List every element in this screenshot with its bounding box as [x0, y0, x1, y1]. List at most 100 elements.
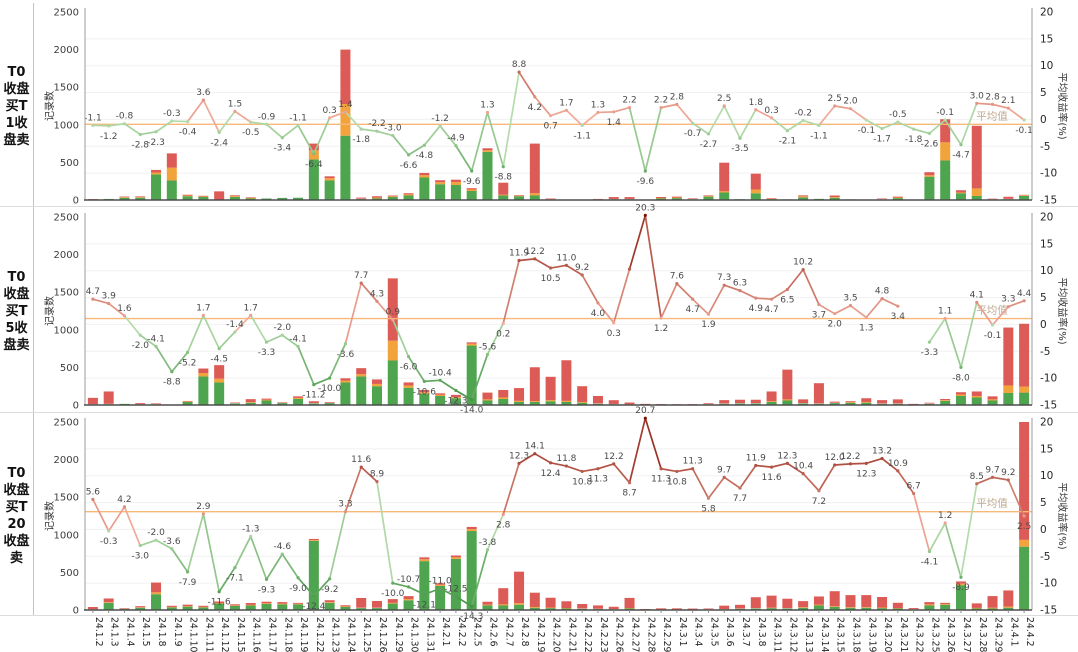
return-line-segment — [802, 472, 820, 492]
bar-segment-orange — [340, 606, 351, 607]
return-line-segment — [123, 314, 142, 337]
point-label: 2.9 — [196, 502, 211, 512]
point-label: -14.3 — [460, 612, 483, 622]
bar-segment-red — [687, 608, 698, 610]
bar-segment-green — [324, 403, 335, 405]
return-line-point — [864, 315, 868, 320]
return-line-point — [549, 266, 553, 270]
return-line-segment — [612, 106, 631, 113]
bar-segment-green — [813, 605, 824, 610]
bar-segment-red — [608, 197, 619, 199]
return-line-point — [249, 120, 253, 124]
bar-segment-red — [656, 608, 667, 610]
return-line-segment — [202, 314, 221, 350]
point-label: -0.9 — [258, 112, 276, 122]
return-line-point — [1006, 478, 1010, 482]
return-line-segment — [155, 539, 173, 550]
bar-segment-green — [198, 607, 209, 610]
point-label: 12.2 — [604, 452, 624, 462]
return-line-point — [817, 302, 821, 307]
bar-segment-red — [87, 397, 98, 405]
return-line-segment — [249, 121, 268, 126]
bar-segment-green — [845, 607, 856, 610]
point-label: -2.7 — [700, 140, 718, 150]
point-label: 10.4 — [793, 462, 813, 472]
return-line-segment — [423, 125, 441, 147]
bar-segment-orange — [529, 606, 540, 608]
return-line-segment — [833, 304, 852, 315]
return-line-segment — [849, 107, 868, 121]
return-line-segment — [676, 282, 694, 301]
return-line-point — [438, 124, 442, 128]
bar-segment-red — [971, 125, 982, 189]
bar-segment-green — [324, 180, 335, 200]
point-label: 0.3 — [764, 106, 778, 116]
return-line-point — [596, 301, 600, 305]
return-line-point — [691, 121, 695, 125]
point-label: -0.8 — [116, 112, 134, 122]
return-line-point — [264, 577, 269, 581]
point-label: 4.7 — [685, 305, 699, 315]
left-axis-tick-label: 1500 — [54, 83, 79, 94]
point-label: 7.6 — [670, 272, 685, 282]
bar-segment-orange — [182, 606, 193, 607]
return-line-segment — [754, 297, 773, 301]
return-line-segment — [170, 547, 189, 573]
return-line-point — [848, 462, 853, 466]
bar-segment-orange — [324, 178, 335, 181]
bar-segment-red — [482, 392, 493, 400]
return-line-point — [328, 577, 332, 581]
bar-segment-orange — [1019, 195, 1030, 196]
bar-segment-green — [482, 605, 493, 610]
return-line-point — [185, 570, 190, 574]
bar-segment-red — [877, 596, 888, 608]
bar-segment-red — [955, 190, 966, 193]
x-tick-label: 24.3.26 — [945, 617, 956, 652]
bar-segment-green — [955, 193, 966, 200]
bar-segment-orange — [782, 399, 793, 401]
point-label: -0.3 — [100, 537, 118, 547]
bar-segment-red — [514, 388, 525, 401]
return-line-point — [596, 110, 600, 115]
bar-segment-red — [151, 169, 162, 173]
right-axis-tick-label: 15 — [1040, 238, 1053, 250]
bar-segment-green — [798, 403, 809, 405]
return-line-segment — [249, 535, 268, 581]
bar-segment-orange — [245, 197, 256, 199]
bar-segment-orange — [955, 192, 966, 194]
right-axis-tick-label: -15 — [1040, 605, 1057, 617]
return-line-segment — [186, 99, 205, 123]
point-label: 9.2 — [1001, 468, 1015, 478]
point-label: 12.4 — [541, 469, 561, 479]
x-tick-label: 24.3.21 — [898, 617, 909, 652]
return-line-point — [391, 133, 395, 138]
point-label: 4.2 — [117, 495, 131, 505]
return-line-point — [785, 461, 789, 465]
bar-segment-red — [198, 605, 209, 607]
bar-segment-red — [798, 601, 809, 608]
point-label: 6.7 — [906, 481, 920, 491]
bar-segment-green — [356, 376, 367, 405]
bar-segment-green — [924, 176, 935, 200]
return-line-point — [422, 379, 426, 383]
bar-segment-green — [371, 198, 382, 200]
point-label: 7.3 — [717, 273, 731, 283]
bar-segment-orange — [450, 557, 461, 559]
bar-segment-green — [324, 602, 335, 610]
right-axis-tick-label: -5 — [1040, 551, 1050, 563]
bar-segment-red — [987, 396, 998, 400]
return-line-segment — [281, 553, 299, 579]
return-line-segment — [391, 318, 410, 358]
bar-segment-orange — [845, 401, 856, 403]
return-line-segment — [865, 297, 883, 319]
return-line-segment — [786, 119, 804, 132]
point-label: -0.1 — [984, 331, 1002, 341]
x-tick-label: 24.3.22 — [914, 617, 925, 652]
point-label: 2.2 — [654, 96, 668, 106]
right-axis-tick-label: 0 — [1040, 524, 1047, 536]
return-line-point — [549, 114, 553, 118]
return-line-point — [406, 153, 411, 157]
return-line-segment — [313, 116, 331, 155]
bar-segment-orange — [387, 196, 398, 197]
return-line-segment — [833, 105, 852, 110]
